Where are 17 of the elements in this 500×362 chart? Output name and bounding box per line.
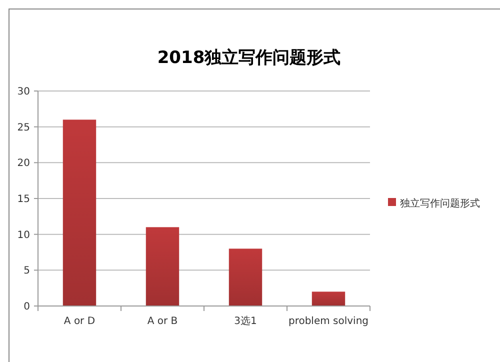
chart-title: 2018独立写作问题形式: [157, 48, 341, 68]
bar: [312, 292, 346, 306]
x-tick-label: 3选1: [234, 315, 257, 327]
y-tick-label: 0: [24, 302, 30, 312]
y-tick-label: 15: [17, 194, 30, 205]
y-tick-label: 30: [17, 86, 30, 98]
y-tick-label: 5: [24, 266, 30, 277]
x-tick-label: A or D: [64, 316, 96, 327]
x-tick-label: A or B: [147, 316, 178, 327]
y-tick-label: 20: [17, 158, 30, 170]
bar: [62, 120, 96, 306]
y-tick-label: 10: [17, 230, 30, 241]
bar: [146, 227, 180, 306]
x-tick-label: problem solving: [288, 316, 369, 327]
y-tick-label: 25: [17, 122, 30, 134]
legend-label: 独立写作问题形式: [400, 198, 480, 210]
bar: [228, 248, 262, 306]
